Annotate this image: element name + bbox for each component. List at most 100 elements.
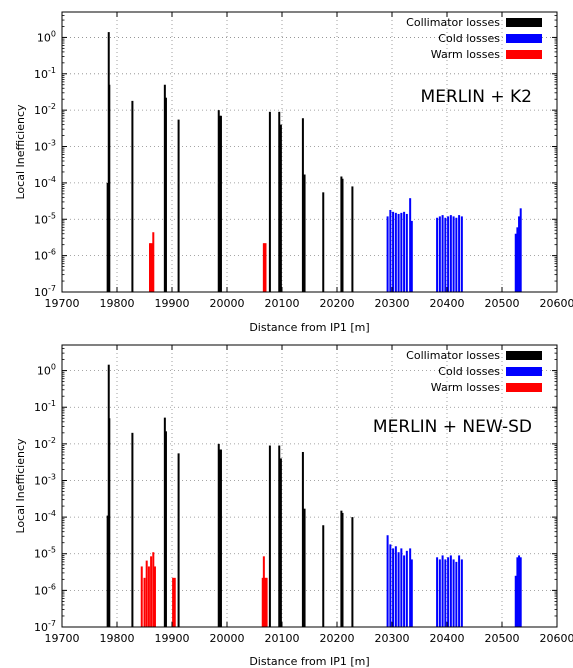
data-bar (108, 418, 111, 627)
x-tick-label: 20000 (210, 632, 245, 645)
data-bar (405, 550, 408, 627)
data-bar (444, 559, 447, 627)
data-bar (140, 566, 143, 627)
x-axis-label: Distance from IP1 [m] (249, 321, 369, 334)
x-tick-label: 20200 (320, 297, 355, 310)
y-tick-label: 10-4 (34, 509, 56, 524)
data-bar (150, 243, 153, 292)
data-bar (386, 535, 389, 627)
data-bar (514, 233, 517, 292)
chart-annotation: MERLIN + NEW-SD (373, 417, 532, 437)
data-bar (438, 559, 441, 627)
y-tick-label: 10-5 (34, 211, 56, 226)
x-tick-label: 19700 (45, 297, 80, 310)
data-bar (409, 198, 412, 292)
data-bar (264, 243, 267, 292)
data-bar (410, 220, 413, 292)
legend-label: Cold losses (438, 365, 500, 378)
x-axis-label: Distance from IP1 [m] (249, 655, 369, 668)
series-collimator-losses (106, 364, 354, 627)
data-bar (397, 552, 400, 627)
data-bar (447, 216, 450, 292)
data-bar (438, 216, 441, 292)
y-tick-label: 10-1 (34, 66, 56, 81)
data-bar (268, 445, 271, 627)
x-tick-label: 19800 (100, 297, 135, 310)
legend-swatch (506, 351, 542, 360)
series-cold-losses (386, 535, 522, 627)
data-bar (436, 557, 439, 627)
data-bar (219, 115, 222, 292)
data-bar (301, 451, 304, 627)
data-bar (449, 555, 452, 627)
data-bar (177, 119, 180, 292)
data-bar (455, 217, 458, 292)
x-tick-label: 20400 (430, 297, 465, 310)
data-bar (268, 111, 271, 292)
data-bar (389, 209, 392, 292)
data-bar (177, 453, 180, 627)
y-tick-label: 10-6 (34, 248, 56, 263)
data-bar (262, 556, 265, 627)
data-bar (163, 417, 166, 627)
data-bar (322, 192, 325, 292)
data-bar (394, 546, 397, 627)
data-bar (392, 211, 395, 292)
x-tick-label: 20200 (320, 632, 355, 645)
y-tick-label: 100 (37, 363, 56, 378)
data-bar (265, 577, 268, 627)
data-bar (458, 215, 461, 292)
x-tick-label: 20600 (540, 632, 573, 645)
data-bar (106, 182, 109, 292)
data-bar (217, 443, 220, 627)
data-bar (278, 111, 281, 292)
y-axis-label: Local Inefficiency (14, 104, 27, 200)
y-tick-label: 10-2 (34, 436, 56, 451)
x-tick-label: 20000 (210, 297, 245, 310)
x-tick-label: 19700 (45, 632, 80, 645)
data-bar (106, 515, 109, 627)
legend-swatch (506, 383, 542, 392)
data-bar (444, 217, 447, 292)
x-tick-label: 20100 (265, 297, 300, 310)
data-bar (147, 566, 150, 627)
series-cold-losses (386, 198, 522, 292)
data-bar (152, 552, 155, 627)
legend-label: Collimator losses (406, 349, 500, 362)
data-bar (163, 84, 166, 292)
data-bar (409, 548, 412, 627)
x-tick-label: 20600 (540, 297, 573, 310)
x-tick-label: 20400 (430, 632, 465, 645)
data-bar (341, 512, 344, 627)
data-bar (410, 559, 413, 627)
data-bar (264, 577, 267, 627)
data-bar (447, 557, 450, 627)
y-tick-label: 10-6 (34, 582, 56, 597)
data-bar (400, 212, 403, 292)
legend-swatch (506, 34, 542, 43)
data-bar (392, 548, 395, 627)
x-tick-label: 20100 (265, 632, 300, 645)
legend-label: Warm losses (431, 381, 500, 394)
y-tick-label: 10-5 (34, 546, 56, 561)
data-bar (405, 213, 408, 292)
x-tick-label: 19900 (155, 297, 190, 310)
data-bar (164, 431, 167, 627)
data-bar (389, 544, 392, 627)
data-bar (455, 561, 458, 627)
data-bar (441, 215, 444, 292)
x-tick-label: 20500 (485, 297, 520, 310)
data-bar (303, 508, 306, 627)
data-bar (441, 555, 444, 627)
data-bar (518, 555, 521, 627)
y-tick-label: 10-3 (34, 472, 56, 487)
legend: Collimator losses Cold losses Warm losses (406, 349, 542, 394)
data-bar (351, 186, 354, 292)
data-bar (131, 432, 134, 627)
legend-swatch (506, 50, 542, 59)
data-bar (436, 217, 439, 292)
data-bar (303, 174, 306, 292)
data-bar (301, 118, 304, 292)
data-bar (397, 213, 400, 292)
